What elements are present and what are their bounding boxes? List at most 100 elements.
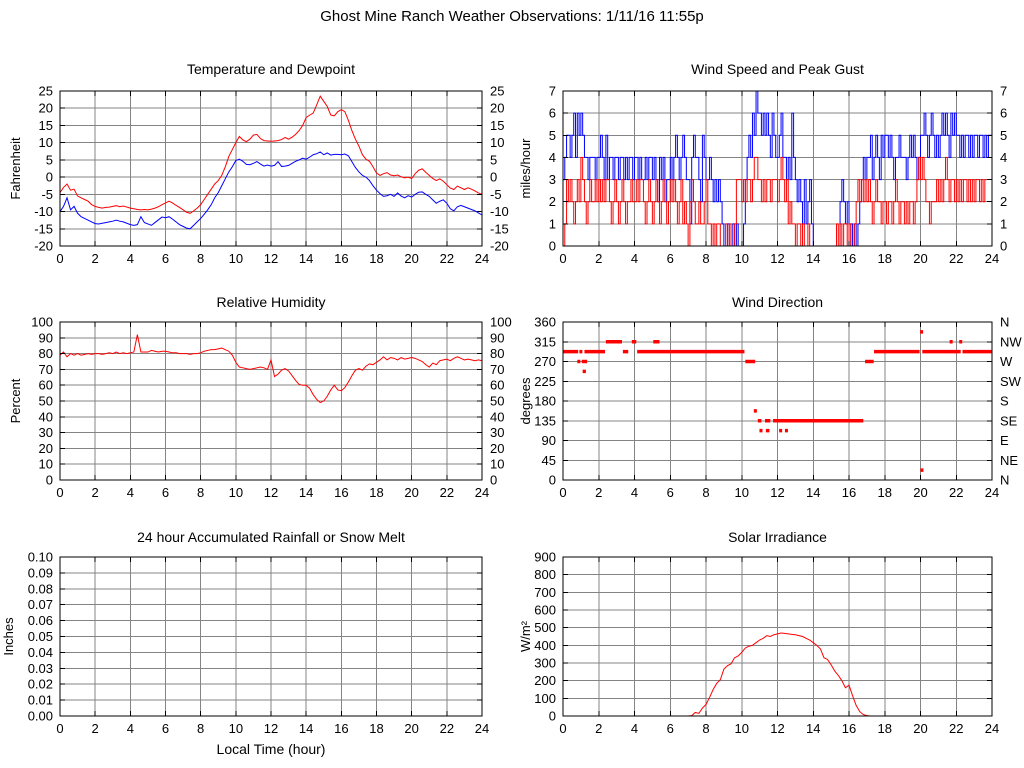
svg-text:80: 80 bbox=[39, 346, 53, 361]
svg-text:270: 270 bbox=[534, 354, 556, 369]
svg-text:0.00: 0.00 bbox=[28, 709, 53, 724]
svg-text:40: 40 bbox=[490, 409, 504, 424]
svg-text:50: 50 bbox=[490, 394, 504, 409]
svg-text:6: 6 bbox=[549, 106, 556, 121]
svg-text:20: 20 bbox=[913, 485, 927, 500]
svg-text:8: 8 bbox=[197, 721, 204, 736]
svg-text:SW: SW bbox=[1000, 374, 1022, 389]
svg-text:180: 180 bbox=[534, 394, 556, 409]
svg-text:6: 6 bbox=[162, 485, 169, 500]
svg-text:0.04: 0.04 bbox=[28, 645, 53, 660]
svg-text:700: 700 bbox=[534, 585, 556, 600]
svg-text:0.10: 0.10 bbox=[28, 550, 53, 565]
svg-text:12: 12 bbox=[264, 251, 278, 266]
svg-text:70: 70 bbox=[39, 362, 53, 377]
svg-text:0.09: 0.09 bbox=[28, 565, 53, 580]
chart-wind-direction: Wind Direction 0 2 4 6 8 10 12 14 16 18 20 22 24 0 N 45… bbox=[512, 287, 1024, 519]
svg-text:50: 50 bbox=[39, 394, 53, 409]
svg-text:22: 22 bbox=[440, 721, 454, 736]
svg-text:400: 400 bbox=[534, 638, 556, 653]
svg-text:3: 3 bbox=[1000, 172, 1007, 187]
svg-text:2: 2 bbox=[92, 485, 99, 500]
svg-text:15: 15 bbox=[490, 118, 504, 133]
chart-rainfall: 24 hour Accumulated Rainfall or Snow Mel… bbox=[0, 519, 512, 768]
svg-text:1: 1 bbox=[549, 216, 556, 231]
svg-text:Local Time (hour): Local Time (hour) bbox=[217, 741, 326, 757]
svg-text:6: 6 bbox=[162, 251, 169, 266]
svg-text:20: 20 bbox=[913, 251, 927, 266]
svg-text:315: 315 bbox=[534, 334, 556, 349]
svg-text:22: 22 bbox=[440, 251, 454, 266]
svg-text:16: 16 bbox=[842, 251, 856, 266]
chart-title-solar-irradiance: Solar Irradiance bbox=[728, 529, 827, 545]
svg-text:6: 6 bbox=[162, 721, 169, 736]
svg-text:10: 10 bbox=[490, 457, 504, 472]
svg-text:1: 1 bbox=[1000, 216, 1007, 231]
svg-text:12: 12 bbox=[264, 721, 278, 736]
svg-text:0: 0 bbox=[1000, 239, 1007, 254]
svg-text:6: 6 bbox=[1000, 106, 1007, 121]
svg-text:2: 2 bbox=[92, 721, 99, 736]
svg-text:18: 18 bbox=[878, 251, 892, 266]
svg-text:20: 20 bbox=[913, 721, 927, 736]
svg-text:0: 0 bbox=[549, 709, 556, 724]
svg-text:16: 16 bbox=[842, 485, 856, 500]
svg-text:10: 10 bbox=[229, 251, 243, 266]
svg-text:60: 60 bbox=[39, 378, 53, 393]
svg-text:90: 90 bbox=[542, 433, 556, 448]
chart-wind-speed-gust: Wind Speed and Peak Gust 0 2 4 6 8 10 12 14 16 18… bbox=[512, 55, 1024, 287]
svg-text:E: E bbox=[1000, 433, 1009, 448]
svg-text:12: 12 bbox=[770, 485, 784, 500]
svg-text:6: 6 bbox=[667, 485, 674, 500]
svg-text:2: 2 bbox=[92, 251, 99, 266]
svg-text:70: 70 bbox=[490, 362, 504, 377]
svg-text:10: 10 bbox=[39, 457, 53, 472]
svg-text:14: 14 bbox=[806, 251, 820, 266]
svg-text:NE: NE bbox=[1000, 453, 1018, 468]
svg-text:18: 18 bbox=[369, 485, 383, 500]
solar-irradiance-plot: 0 2 4 6 8 10 12 14 16 18 20 22 240100200300400500600… bbox=[518, 550, 999, 737]
svg-text:0.02: 0.02 bbox=[28, 677, 53, 692]
svg-text:2: 2 bbox=[549, 194, 556, 209]
svg-text:25: 25 bbox=[490, 84, 504, 99]
svg-text:40: 40 bbox=[39, 409, 53, 424]
svg-text:16: 16 bbox=[334, 721, 348, 736]
svg-text:4: 4 bbox=[549, 150, 556, 165]
svg-text:4: 4 bbox=[127, 251, 134, 266]
svg-text:W: W bbox=[1000, 354, 1013, 369]
svg-text:80: 80 bbox=[490, 346, 504, 361]
svg-text:10: 10 bbox=[735, 485, 749, 500]
svg-text:10: 10 bbox=[39, 135, 53, 150]
svg-text:0.08: 0.08 bbox=[28, 581, 53, 596]
chart-temperature-dewpoint: Temperature and Dewpoint 0 2 4 6 8 10 12 14 16 18… bbox=[0, 55, 512, 287]
svg-text:8: 8 bbox=[197, 485, 204, 500]
svg-text:6: 6 bbox=[667, 251, 674, 266]
svg-text:24: 24 bbox=[985, 251, 999, 266]
svg-text:8: 8 bbox=[702, 721, 709, 736]
svg-text:22: 22 bbox=[949, 721, 963, 736]
svg-text:14: 14 bbox=[299, 721, 313, 736]
svg-text:0: 0 bbox=[46, 473, 53, 488]
svg-text:N: N bbox=[1000, 315, 1009, 330]
rainfall-plot: 0 2 4 6 8 10 12 14 16 18 20 22 240.000.010.020.030.0… bbox=[1, 550, 489, 758]
chart-title-rainfall: 24 hour Accumulated Rainfall or Snow Mel… bbox=[137, 529, 405, 545]
chart-title-wind-speed-gust: Wind Speed and Peak Gust bbox=[691, 61, 864, 77]
svg-text:0.07: 0.07 bbox=[28, 597, 53, 612]
temperature-dewpoint-plot: 0 2 4 6 8 10 12 14 16 18 20 22 24-20 -20-15 -15-10 -10-… bbox=[8, 84, 509, 267]
svg-text:14: 14 bbox=[806, 485, 820, 500]
svg-text:10: 10 bbox=[735, 721, 749, 736]
svg-text:10: 10 bbox=[490, 135, 504, 150]
svg-text:0.06: 0.06 bbox=[28, 613, 53, 628]
svg-text:Percent: Percent bbox=[8, 378, 23, 423]
svg-text:12: 12 bbox=[770, 721, 784, 736]
svg-text:20: 20 bbox=[404, 251, 418, 266]
svg-text:0.01: 0.01 bbox=[28, 693, 53, 708]
svg-text:16: 16 bbox=[842, 721, 856, 736]
svg-text:-20: -20 bbox=[490, 239, 509, 254]
svg-text:degrees: degrees bbox=[518, 377, 533, 424]
svg-text:5: 5 bbox=[46, 152, 53, 167]
svg-text:-5: -5 bbox=[41, 187, 53, 202]
svg-text:-5: -5 bbox=[490, 187, 502, 202]
svg-text:18: 18 bbox=[369, 721, 383, 736]
